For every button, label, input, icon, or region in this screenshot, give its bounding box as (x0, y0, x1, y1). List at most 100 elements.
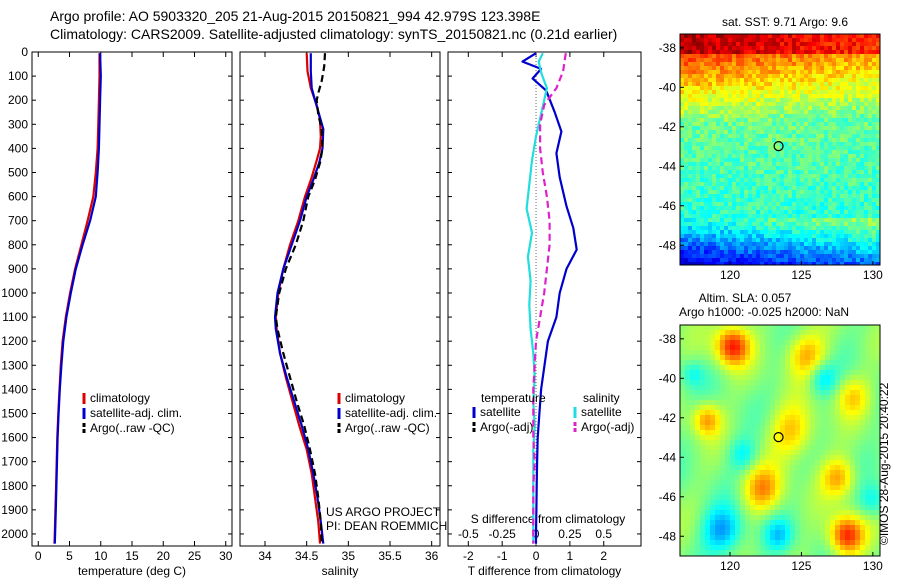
s-tick-label: 0.25 (558, 527, 582, 541)
sst_map-ytick-label: -44 (659, 159, 677, 173)
salinity-xtick-label: 35 (342, 549, 356, 563)
depth-tick-label: 1200 (1, 334, 28, 348)
difference-legend-label: satellite (581, 405, 622, 419)
depth-tick-label: 1800 (1, 479, 28, 493)
depth-tick-label: 600 (8, 190, 28, 204)
depth-tick-label: 900 (8, 262, 28, 276)
salinity-xtick-label: 34.5 (295, 549, 319, 563)
timestamp-stamp: ©IMOS 28-Aug-2015 20:40:22 (877, 382, 891, 545)
legend-title-salinity: salinity (583, 391, 620, 405)
depth-tick-label: 1900 (1, 503, 28, 517)
depth-tick-label: 1500 (1, 406, 28, 420)
sst_map-ytick-label: -38 (659, 41, 677, 55)
temperature-series-1 (53, 53, 102, 544)
sst-map-title: sat. SST: 9.71 Argo: 9.6 (722, 15, 848, 29)
header-line-2: Climatology: CARS2009. Satellite-adjuste… (50, 26, 618, 42)
sst_map-xtick-label: 125 (791, 268, 811, 282)
temperature-xlabel: temperature (deg C) (78, 564, 186, 578)
s-tick-label: 0.5 (595, 527, 612, 541)
temperature-plot: 0 5 10 15 20 25 30 temperature (deg C) 0 100 200 30… (1, 45, 232, 578)
temperature-frame (31, 51, 233, 547)
legend-title-temperature: temperature (481, 391, 546, 405)
sst_map-argo-marker (773, 141, 784, 152)
sla_map-ytick-label: -44 (659, 450, 677, 464)
temperature-xtick-label: 20 (157, 549, 171, 563)
depth-tick-label: 1000 (1, 286, 28, 300)
sst_map-ytick-label: -42 (659, 120, 677, 134)
depth-tick-label: 300 (8, 117, 28, 131)
sla_map-ytick-label: -38 (659, 332, 677, 346)
salinity-legend-label: climatology (345, 391, 405, 405)
sla_map-ytick-label: -48 (659, 529, 677, 543)
temperature-legend-label: satellite-adj. clim. (90, 406, 182, 420)
salinity-xtick-label: 36 (425, 549, 439, 563)
difference-xtick-label: 1 (567, 549, 574, 563)
sst_map-ytick-label: -46 (659, 199, 677, 213)
sst_map-ytick-label: -48 (659, 238, 677, 252)
depth-tick-label: 1100 (2, 310, 28, 324)
difference-xtick-label: 2 (600, 549, 607, 563)
salinity-series-2 (274, 53, 327, 544)
salinity-frame (239, 51, 441, 547)
difference-plot: -2 -1 0 1 2T difference from climatology -0.5… (447, 51, 642, 578)
salinity-series-1 (273, 53, 325, 544)
depth-tick-label: 100 (8, 69, 28, 83)
temperature-legend-label: climatology (90, 391, 150, 405)
salinity-plot: 34 34.5 35 35.5 36 salinity climatologysatelli… (239, 51, 447, 578)
depth-tick-label: 1700 (1, 455, 28, 469)
s-tick-label: -0.5 (458, 527, 479, 541)
temperature-xtick-label: 5 (66, 549, 73, 563)
difference-xtick-label: -2 (463, 549, 474, 563)
salinity-annotation: US ARGO PROJECT (326, 505, 441, 519)
sst_map-cells (680, 34, 881, 266)
sla_map-frame (679, 324, 881, 557)
temperature-xtick-label: 15 (125, 549, 139, 563)
temperature-xtick-label: 25 (188, 549, 202, 563)
s-tick-label: -0.25 (488, 527, 516, 541)
sla_map-argo-marker (773, 432, 784, 443)
salinity-legend-label: Argo(..raw -QC) (345, 421, 430, 435)
sst_map-ytick-label: -40 (659, 80, 677, 94)
s-axis-label: S difference from climatology (471, 512, 626, 526)
depth-tick-label: 1300 (1, 358, 28, 372)
temperature-xtick-label: 0 (35, 549, 42, 563)
sla_map-ytick-label: -40 (659, 371, 677, 385)
sst_map-xtick-label: 130 (863, 268, 883, 282)
sla_map-xtick-label: 125 (791, 559, 811, 573)
salinity-xtick-label: 35.5 (378, 549, 402, 563)
difference-xlabel: T difference from climatology (468, 564, 622, 578)
salinity-xlabel: salinity (322, 564, 359, 578)
header-line-1: Argo profile: AO 5903320_205 21-Aug-2015… (50, 8, 541, 24)
salinity-legend-label: satellite-adj. clim. (345, 406, 437, 420)
sst_map-frame (679, 33, 881, 266)
depth-tick-label: 500 (8, 165, 28, 179)
salinity-annotation: PI: DEAN ROEMMICH (326, 519, 447, 533)
difference-legend-label: satellite (480, 405, 521, 419)
sla_map-ytick-label: -42 (659, 411, 677, 425)
sla-map-title: Altim. SLA: 0.057 (699, 291, 792, 305)
depth-tick-label: 700 (8, 214, 28, 228)
sla-map-subtitle: Argo h1000: -0.025 h2000: NaN (679, 305, 849, 319)
depth-tick-label: 2000 (1, 527, 28, 541)
difference-legend-label: Argo(-adj) (480, 420, 533, 434)
difference-xtick-label: 0 (533, 549, 540, 563)
difference-xtick-label: -1 (497, 549, 508, 563)
sla_map-ytick-label: -46 (659, 490, 677, 504)
difference-series-3 (532, 53, 567, 544)
temperature-xtick-label: 30 (219, 549, 233, 563)
depth-tick-label: 1600 (1, 431, 28, 445)
difference-series-2 (525, 52, 549, 544)
depth-tick-label: 200 (8, 93, 28, 107)
sst_map-xtick-label: 120 (720, 268, 740, 282)
difference-frame (447, 51, 642, 547)
sst-map: 120 125 130 -38 -40 -42 -44 -46 -48 sat. SST: 9.7… (659, 15, 884, 282)
depth-tick-label: 1400 (1, 382, 28, 396)
difference-legend-label: Argo(-adj) (581, 420, 634, 434)
temperature-xtick-label: 10 (94, 549, 108, 563)
temperature-legend-label: Argo(..raw -QC) (90, 421, 175, 435)
depth-tick-label: 800 (8, 238, 28, 252)
sla_map-xtick-label: 130 (863, 559, 883, 573)
sla-map: 120 125 130 -38 -40 -42 -44 -46 -48 Altim. SLA: 0… (659, 291, 884, 573)
depth-tick-label: 400 (8, 141, 28, 155)
